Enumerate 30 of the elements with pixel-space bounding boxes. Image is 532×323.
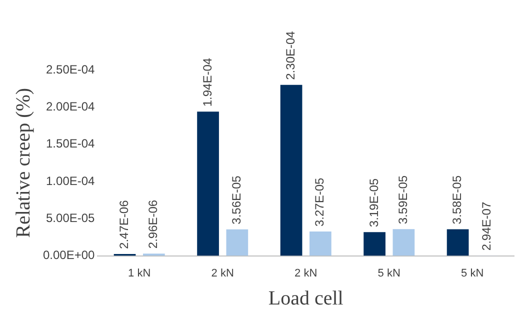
data-label: 3.59E-05	[396, 175, 410, 224]
y-tick-label: 5.00E-05	[46, 210, 96, 225]
x-tick-label: 2 kN	[294, 267, 318, 280]
data-label: 3.19E-05	[366, 178, 381, 228]
data-label: 3.56E-05	[229, 175, 244, 224]
bar	[364, 232, 386, 256]
y-tick-label: 1.50E-04	[46, 136, 96, 151]
data-label: 3.58E-05	[450, 175, 464, 224]
y-tick-label: 0.00E+00	[42, 248, 96, 262]
x-tick-label: 2 kN	[211, 267, 234, 280]
bar	[226, 229, 248, 256]
y-tick-label: 2.50E-04	[46, 62, 96, 76]
data-label: 3.27E-05	[312, 177, 327, 226]
bar	[280, 84, 302, 256]
y-tick-label: 1.00E-04	[46, 174, 96, 188]
x-tick-label: 5 kN	[378, 267, 400, 280]
data-label: 2.94E-07	[479, 202, 494, 251]
data-label: 2.96E-06	[146, 200, 160, 249]
data-label: 2.30E-04	[284, 30, 298, 80]
x-axis-title: Load cell	[268, 287, 344, 310]
bar	[197, 112, 219, 256]
bar	[392, 229, 415, 256]
y-axis-title: Relative creep (%)	[12, 88, 34, 238]
y-tick-label: 2.00E-04	[46, 99, 96, 114]
bar	[446, 229, 469, 256]
x-tick-label: 1 kN	[128, 267, 151, 280]
data-label: 1.94E-04	[200, 58, 214, 107]
bar	[310, 232, 332, 256]
x-tick-label: 5 kN	[461, 267, 484, 280]
data-label: 2.47E-06	[117, 200, 132, 249]
